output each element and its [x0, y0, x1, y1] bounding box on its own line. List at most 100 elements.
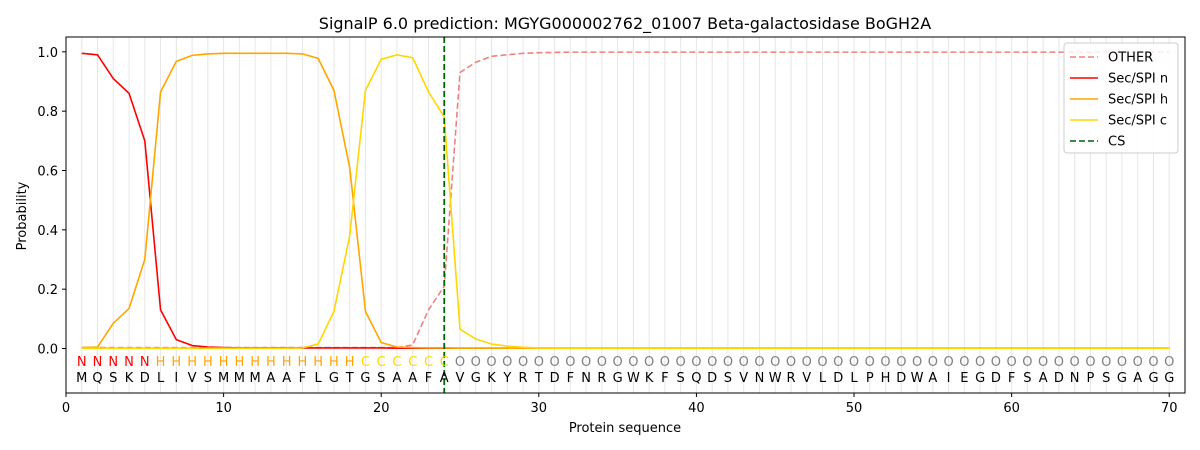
legend-box — [1063, 42, 1179, 154]
residue-label: N — [581, 371, 591, 386]
prediction-label: O — [676, 355, 686, 370]
prediction-label: O — [1133, 355, 1143, 370]
x-tick-label: 70 — [1161, 401, 1178, 416]
series-lines — [81, 37, 1170, 393]
series-line-sec-spi-c — [81, 53, 1170, 350]
residue-label: F — [567, 371, 574, 386]
y-tick-label: 0.0 — [37, 343, 58, 358]
residue-label: K — [645, 371, 654, 386]
prediction-label: N — [108, 355, 118, 370]
prediction-label: O — [549, 355, 559, 370]
prediction-label: H — [298, 355, 308, 370]
prediction-label: O — [723, 355, 733, 370]
residue-label: S — [677, 371, 685, 386]
residue-label: P — [866, 371, 874, 386]
residue-label: G — [360, 371, 370, 386]
residue-label: W — [769, 371, 782, 386]
residue-label: L — [157, 371, 165, 386]
prediction-label: O — [455, 355, 465, 370]
prediction-label: C — [377, 355, 386, 370]
prediction-label: O — [991, 355, 1001, 370]
legend-entry: Sec/SPI h — [1108, 93, 1168, 108]
series-line-other — [81, 51, 1170, 349]
prediction-label: C — [440, 355, 449, 370]
prediction-label: O — [786, 355, 796, 370]
residue-label: K — [125, 371, 134, 386]
residue-label: L — [850, 371, 858, 386]
residue-label: A — [393, 371, 402, 386]
prediction-label: O — [1022, 355, 1032, 370]
residue-label: D — [991, 371, 1001, 386]
residue-label: R — [519, 371, 528, 386]
prediction-label: H — [187, 355, 197, 370]
residue-label: Y — [502, 371, 511, 386]
prediction-label: O — [628, 355, 638, 370]
prediction-label: C — [361, 355, 370, 370]
x-tick-label: 60 — [1003, 401, 1020, 416]
residue-label: A — [1133, 371, 1142, 386]
grid — [81, 37, 1170, 393]
residue-label: W — [911, 371, 924, 386]
prediction-label: O — [1085, 355, 1095, 370]
chart-title: SignalP 6.0 prediction: MGYG000002762_01… — [319, 14, 931, 34]
residue-label: M — [76, 371, 87, 386]
legend: OTHER Sec/SPI n Sec/SPI h Sec/SPI c CS — [1063, 42, 1179, 154]
residue-label: A — [408, 371, 417, 386]
prediction-label: O — [802, 355, 812, 370]
prediction-label: O — [581, 355, 591, 370]
y-tick-label: 0.4 — [37, 224, 58, 239]
residue-label: S — [377, 371, 385, 386]
plot-area — [65, 36, 1186, 394]
residue-label: H — [881, 371, 891, 386]
residue-label: N — [755, 371, 765, 386]
residue-label: M — [218, 371, 229, 386]
prediction-label: N — [140, 355, 150, 370]
x-axis-label: Protein sequence — [569, 421, 681, 436]
residue-label: A — [928, 371, 937, 386]
prediction-label: O — [1101, 355, 1111, 370]
residue-label: I — [174, 371, 178, 386]
prediction-label: O — [849, 355, 859, 370]
prediction-label: O — [1148, 355, 1158, 370]
x-tick-label: 10 — [215, 401, 232, 416]
residue-label: F — [425, 371, 432, 386]
residue-label: L — [819, 371, 827, 386]
prediction-label: O — [912, 355, 922, 370]
prediction-label: O — [959, 355, 969, 370]
prediction-label: H — [266, 355, 276, 370]
x-tick-label: 30 — [531, 401, 548, 416]
residue-label: G — [471, 371, 481, 386]
prediction-label: O — [896, 355, 906, 370]
residue-label: T — [534, 371, 543, 386]
legend-entry: Sec/SPI n — [1108, 72, 1168, 87]
residue-label: S — [109, 371, 117, 386]
prediction-label: O — [1038, 355, 1048, 370]
prediction-label: O — [565, 355, 575, 370]
residue-label: Q — [92, 371, 102, 386]
residue-label: S — [1102, 371, 1110, 386]
prediction-label: N — [77, 355, 87, 370]
series-line-sec-spi-n — [81, 52, 1170, 350]
residue-label: M — [250, 371, 261, 386]
prediction-label: O — [1164, 355, 1174, 370]
residue-label: L — [315, 371, 323, 386]
prediction-label: O — [943, 355, 953, 370]
residue-label: G — [1117, 371, 1127, 386]
residue-label: D — [833, 371, 843, 386]
prediction-label: H — [203, 355, 213, 370]
x-tick-label: 0 — [62, 401, 70, 416]
prediction-label: H — [345, 355, 355, 370]
prediction-label: C — [392, 355, 401, 370]
prediction-label: H — [250, 355, 260, 370]
axes: 0 10 20 30 40 50 60 70 0.0 0.2 0.4 0.6 0.8 1.0 — [37, 46, 1177, 416]
residue-label: A — [1039, 371, 1048, 386]
residue-label: V — [739, 371, 748, 386]
prediction-label: O — [1070, 355, 1080, 370]
prediction-label: O — [707, 355, 717, 370]
y-tick-label: 0.8 — [37, 105, 58, 120]
x-tick-label: 20 — [373, 401, 390, 416]
y-axis-label: Probability — [15, 181, 30, 250]
residue-label: V — [188, 371, 197, 386]
